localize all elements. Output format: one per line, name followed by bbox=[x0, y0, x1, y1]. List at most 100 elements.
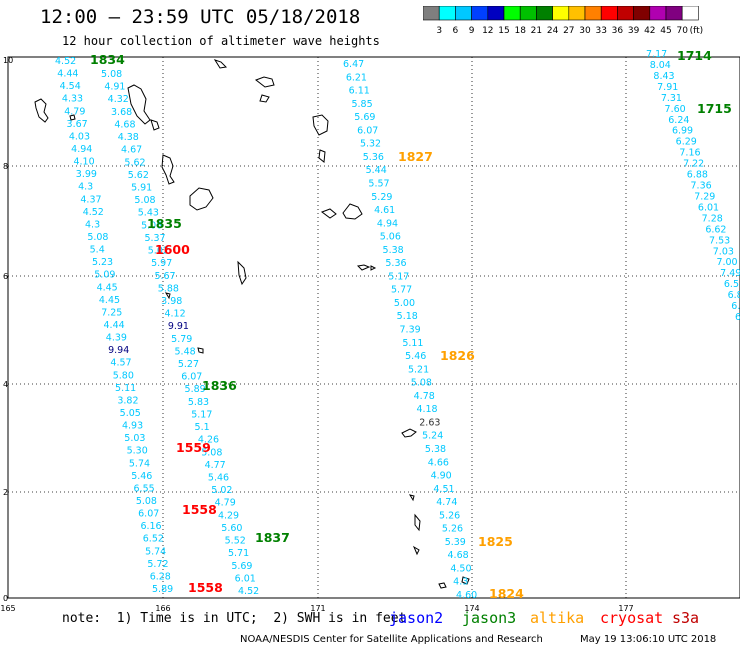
swh-value: 4.12 bbox=[164, 309, 185, 320]
swh-value: 8.04 bbox=[650, 60, 671, 71]
x-tick-label: 165 bbox=[0, 604, 15, 613]
swh-value: 5.88 bbox=[158, 283, 179, 294]
swh-value: 7.36 bbox=[691, 181, 712, 192]
y-tick-label: 10 bbox=[3, 56, 13, 65]
swh-value: 5.08 bbox=[101, 69, 122, 80]
swh-value: 5.37 bbox=[144, 233, 165, 244]
swh-value: 4.29 bbox=[218, 510, 239, 521]
swh-value: 4.68 bbox=[114, 119, 135, 130]
swh-value: 4.3 bbox=[78, 182, 93, 193]
swh-value: 3.98 bbox=[161, 296, 182, 307]
swh-value: 6.01 bbox=[235, 573, 256, 584]
swh-value: 4.68 bbox=[448, 550, 469, 561]
colorbar-label: 39 bbox=[628, 26, 640, 36]
pass-time-label: 1715 bbox=[697, 101, 732, 116]
pass-time-label: 1826 bbox=[440, 348, 475, 363]
swh-value: 5.46 bbox=[405, 351, 426, 362]
island-outline bbox=[408, 494, 415, 502]
swh-value: 4.94 bbox=[71, 144, 92, 155]
swh-value: 6.5 bbox=[724, 279, 739, 290]
swh-value: 5.69 bbox=[231, 561, 252, 572]
swh-value: 2.63 bbox=[419, 417, 440, 428]
generation-timestamp: May 19 13:06:10 UTC 2018 bbox=[580, 634, 717, 645]
swh-value: 4.33 bbox=[62, 94, 83, 105]
legend-item: cryosat bbox=[600, 609, 664, 627]
swh-value: 4.66 bbox=[428, 457, 449, 468]
swh-value: 4.79 bbox=[215, 498, 236, 509]
swh-value: 5.27 bbox=[178, 359, 199, 370]
island-outline bbox=[161, 154, 175, 185]
island-outline bbox=[197, 347, 204, 354]
swh-value: 5.26 bbox=[442, 524, 463, 535]
swh-value: 4.93 bbox=[122, 421, 143, 432]
swh-value: 5.4 bbox=[90, 245, 105, 256]
colorbar-label: 27 bbox=[563, 26, 574, 36]
x-tick-label: 177 bbox=[618, 604, 633, 613]
pass-time-label: 1558 bbox=[182, 502, 217, 517]
colorbar-label: 30 bbox=[579, 26, 591, 36]
swh-value: 5.26 bbox=[439, 510, 460, 521]
swh-value: 4.51 bbox=[433, 484, 454, 495]
swh-value: 6.24 bbox=[668, 115, 689, 126]
island-outline bbox=[164, 292, 171, 300]
colorbar-swatch bbox=[681, 6, 699, 21]
y-tick-label: 4 bbox=[3, 380, 8, 389]
y-tick-label: 2 bbox=[3, 488, 8, 497]
swh-value: 5.11 bbox=[402, 338, 423, 349]
swh-value: 9.91 bbox=[168, 321, 189, 332]
island-outline bbox=[254, 76, 275, 88]
swh-value: 5.71 bbox=[228, 548, 249, 559]
colorbar-label: 12 bbox=[482, 26, 493, 36]
swh-value: 4.94 bbox=[377, 218, 398, 229]
swh-value: 5.06 bbox=[380, 232, 401, 243]
swh-value: 6.29 bbox=[676, 137, 697, 148]
swh-value: 5.36 bbox=[363, 152, 384, 163]
swh-value: 6.47 bbox=[343, 59, 364, 70]
swh-value: 4.03 bbox=[69, 131, 90, 142]
y-tick-label: 8 bbox=[3, 162, 8, 171]
swh-value: 7.00 bbox=[716, 257, 737, 268]
swh-value: 5.21 bbox=[408, 364, 429, 375]
swh-value: 5.46 bbox=[208, 473, 229, 484]
island-outline bbox=[320, 208, 337, 219]
swh-value: 6.62 bbox=[705, 224, 726, 235]
swh-value: 4.45 bbox=[97, 282, 118, 293]
swh-value: 4.32 bbox=[108, 94, 129, 105]
swh-value: 5.57 bbox=[368, 178, 389, 189]
swh-value: 6.52 bbox=[143, 534, 164, 545]
swh-value: 7.60 bbox=[665, 104, 686, 115]
colorbar-label: 70 bbox=[676, 26, 688, 36]
island-outline bbox=[237, 260, 247, 286]
swh-value: 7.39 bbox=[400, 325, 421, 336]
pass-time-label: 1827 bbox=[398, 149, 433, 164]
swh-value: 7.31 bbox=[661, 93, 682, 104]
island-outline bbox=[34, 98, 49, 123]
swh-value: 4.60 bbox=[456, 590, 477, 601]
pass-time-label: 1824 bbox=[489, 586, 524, 601]
pass-time-label: 1834 bbox=[90, 52, 125, 67]
swh-value: 5.80 bbox=[113, 370, 134, 381]
swh-value: 5.77 bbox=[391, 285, 412, 296]
y-tick-label: 6 bbox=[3, 272, 8, 281]
swh-value: 7.53 bbox=[709, 235, 730, 246]
swh-value: 4.78 bbox=[414, 391, 435, 402]
legend-item: jason3 bbox=[462, 609, 517, 627]
swh-value: 6. bbox=[731, 301, 740, 312]
swh-value: 5.52 bbox=[225, 536, 246, 547]
swh-value: 6.01 bbox=[698, 202, 719, 213]
swh-value: 5.32 bbox=[360, 139, 381, 150]
swh-value: 4.18 bbox=[416, 404, 437, 415]
swh-value: 5.05 bbox=[120, 408, 141, 419]
swh-value: 5.48 bbox=[175, 346, 196, 357]
swh-value: 6.07 bbox=[357, 125, 378, 136]
swh-value: 5.30 bbox=[127, 446, 148, 457]
swh-value: 3.67 bbox=[67, 119, 88, 130]
island-outline bbox=[412, 545, 420, 556]
swh-value: 5.97 bbox=[151, 258, 172, 269]
swh-value: 6.28 bbox=[150, 571, 171, 582]
swh-value: 4.79 bbox=[64, 106, 85, 117]
swh-value: 7.28 bbox=[702, 213, 723, 224]
pass-time-label: 1558 bbox=[188, 580, 223, 595]
credit-line: NOAA/NESDIS Center for Satellite Applica… bbox=[240, 634, 543, 645]
swh-value: 5.17 bbox=[388, 271, 409, 282]
